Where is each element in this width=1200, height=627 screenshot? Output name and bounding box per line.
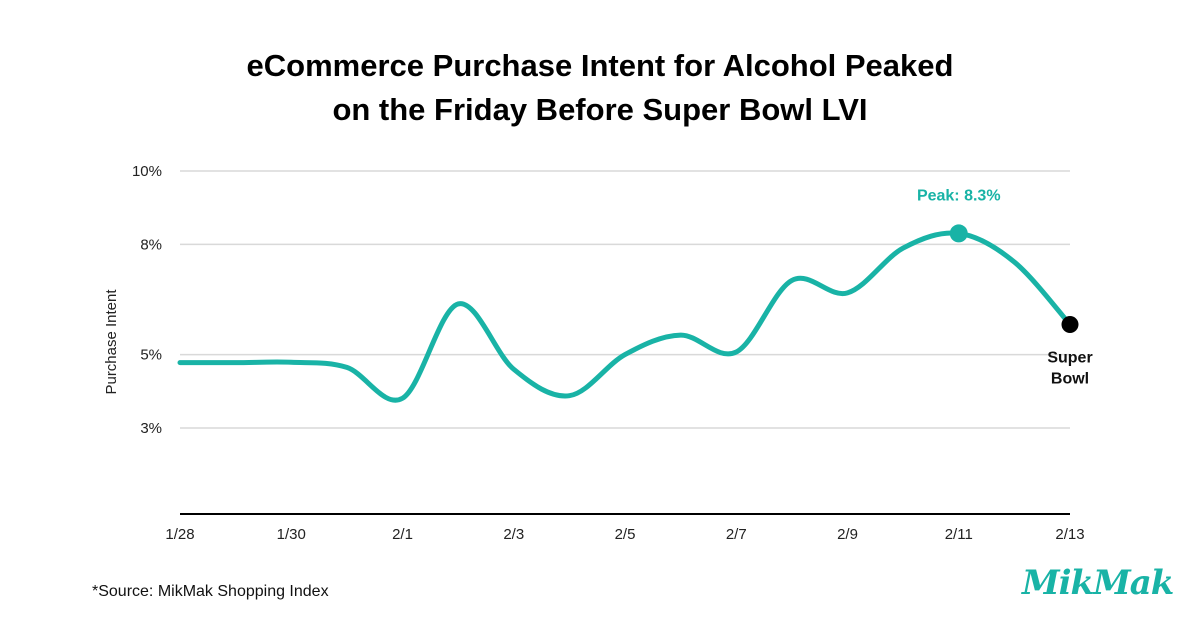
x-tick-label: 2/11 — [945, 526, 973, 543]
y-tick-label: 3% — [140, 420, 162, 437]
x-tick-label: 2/1 — [392, 526, 413, 543]
series — [177, 230, 1073, 403]
chart-title: eCommerce Purchase Intent for Alcohol Pe… — [0, 44, 1200, 132]
axes: 3% 5% 8% 10% 1/28 1/30 2/1 2/3 2/5 2/7 2/9 2/11 2/13… — [103, 163, 1085, 543]
x-tick-label: 1/28 — [165, 526, 194, 543]
x-tick-label: 2/13 — [1055, 526, 1084, 543]
x-tick-label: 2/5 — [615, 526, 636, 543]
peak-marker — [949, 224, 968, 243]
super-bowl-label: Bowl — [1051, 370, 1089, 387]
y-tick-label: 10% — [132, 163, 162, 180]
mikmak-logo: MikMak — [1022, 563, 1174, 603]
source-note: *Source: MikMak Shopping Index — [92, 583, 329, 600]
chart-title-line-1: eCommerce Purchase Intent for Alcohol Pe… — [246, 48, 954, 83]
x-tick-label: 2/9 — [837, 526, 858, 543]
chart-title-line-2: on the Friday Before Super Bowl LVI — [332, 92, 868, 127]
peak-label: Peak: 8.3% — [917, 187, 1001, 204]
y-tick-label: 5% — [140, 347, 162, 364]
x-tick-label: 2/3 — [503, 526, 524, 543]
x-tick-label: 1/30 — [277, 526, 306, 543]
series-line — [177, 230, 1073, 403]
annotations: Peak: 8.3% Super Bowl — [917, 187, 1093, 387]
super-bowl-label: Super — [1047, 349, 1092, 366]
y-axis-label: Purchase Intent — [103, 289, 120, 395]
y-tick-label: 8% — [140, 236, 162, 253]
super-bowl-marker — [1061, 315, 1079, 333]
x-tick-label: 2/7 — [726, 526, 747, 543]
gridlines — [180, 170, 1070, 429]
